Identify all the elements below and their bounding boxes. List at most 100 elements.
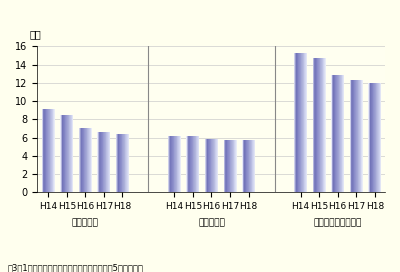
Bar <box>294 53 295 192</box>
Bar <box>251 140 252 192</box>
Bar <box>66 115 67 192</box>
Bar <box>63 115 64 192</box>
Bar <box>104 132 105 192</box>
Bar <box>192 136 193 192</box>
Bar <box>246 140 247 192</box>
Bar <box>305 53 306 192</box>
Bar <box>103 132 104 192</box>
Bar <box>193 136 194 192</box>
Bar <box>356 80 357 192</box>
Bar <box>109 132 110 192</box>
Bar <box>107 132 108 192</box>
Bar <box>48 109 49 192</box>
Bar <box>216 139 217 192</box>
Text: 平均移動量: 平均移動量 <box>198 218 225 227</box>
Bar <box>169 136 170 192</box>
Bar <box>98 132 99 192</box>
Bar <box>44 109 45 192</box>
Bar <box>101 132 102 192</box>
Bar <box>87 128 88 192</box>
Bar <box>175 136 176 192</box>
Bar <box>194 136 195 192</box>
Bar <box>84 128 85 192</box>
Bar <box>65 115 66 192</box>
Text: 図3　1事業所あたりの平均排出量・移動量の5年間の推移: 図3 1事業所あたりの平均排出量・移動量の5年間の推移 <box>8 263 144 272</box>
Bar <box>254 140 255 192</box>
Bar <box>69 115 70 192</box>
Bar <box>343 75 344 192</box>
Bar <box>89 128 90 192</box>
Bar <box>320 58 321 192</box>
Bar <box>67 115 68 192</box>
Bar <box>253 140 254 192</box>
Text: トン: トン <box>30 29 42 39</box>
Bar <box>379 83 380 192</box>
Bar <box>46 109 47 192</box>
Bar <box>121 134 122 192</box>
Bar <box>62 115 63 192</box>
Bar <box>314 58 315 192</box>
Bar <box>105 132 106 192</box>
Bar <box>85 128 86 192</box>
Bar <box>180 136 181 192</box>
Bar <box>354 80 355 192</box>
Bar <box>68 115 69 192</box>
Bar <box>296 53 297 192</box>
Bar <box>250 140 251 192</box>
Bar <box>90 128 91 192</box>
Bar <box>116 134 117 192</box>
Bar <box>79 128 80 192</box>
Bar <box>124 134 125 192</box>
Bar <box>51 109 52 192</box>
Bar <box>102 132 103 192</box>
Bar <box>234 140 235 192</box>
Bar <box>206 139 207 192</box>
Bar <box>186 136 187 192</box>
Bar <box>224 140 225 192</box>
Bar <box>332 75 333 192</box>
Bar <box>373 83 374 192</box>
Bar <box>306 53 307 192</box>
Bar <box>357 80 358 192</box>
Bar <box>99 132 100 192</box>
Bar <box>232 140 233 192</box>
Bar <box>174 136 175 192</box>
Bar <box>362 80 363 192</box>
Text: 平均排出量・移動量: 平均排出量・移動量 <box>314 218 362 227</box>
Bar <box>325 58 326 192</box>
Bar <box>299 53 300 192</box>
Bar <box>369 83 370 192</box>
Bar <box>378 83 379 192</box>
Bar <box>229 140 230 192</box>
Bar <box>49 109 50 192</box>
Bar <box>298 53 299 192</box>
Bar <box>168 136 169 192</box>
Bar <box>72 115 73 192</box>
Bar <box>371 83 372 192</box>
Bar <box>97 132 98 192</box>
Bar <box>340 75 341 192</box>
Bar <box>302 53 303 192</box>
Bar <box>375 83 376 192</box>
Bar <box>233 140 234 192</box>
Bar <box>122 134 123 192</box>
Bar <box>118 134 119 192</box>
Bar <box>82 128 83 192</box>
Bar <box>300 53 301 192</box>
Bar <box>372 83 373 192</box>
Bar <box>198 136 199 192</box>
Bar <box>225 140 226 192</box>
Bar <box>88 128 89 192</box>
Bar <box>352 80 353 192</box>
Bar <box>245 140 246 192</box>
Bar <box>353 80 354 192</box>
Bar <box>108 132 109 192</box>
Bar <box>231 140 232 192</box>
Bar <box>318 58 319 192</box>
Bar <box>53 109 54 192</box>
Bar <box>86 128 87 192</box>
Bar <box>213 139 214 192</box>
Bar <box>331 75 332 192</box>
Bar <box>217 139 218 192</box>
Bar <box>50 109 51 192</box>
